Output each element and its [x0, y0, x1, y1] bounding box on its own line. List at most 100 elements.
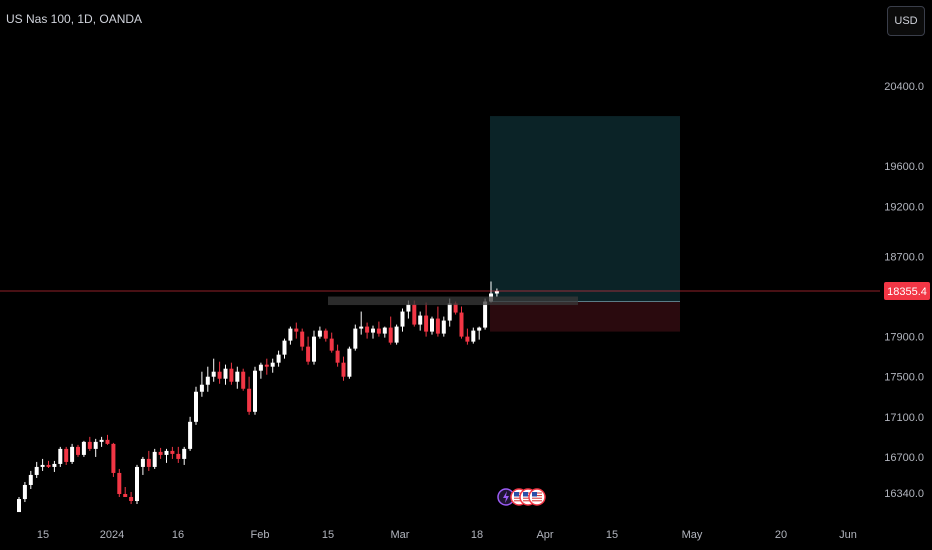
candle — [288, 326, 293, 345]
candle-body — [22, 484, 27, 500]
candle-body — [270, 362, 275, 367]
candle — [22, 481, 27, 503]
candle — [264, 358, 269, 375]
economic-events-row[interactable] — [497, 488, 546, 506]
time-axis[interactable]: 15 2024 16 Feb 15 Mar 18 Apr 15 May 20 Jun — [37, 529, 857, 541]
candle — [306, 336, 311, 365]
candle — [312, 330, 316, 365]
candle — [211, 358, 216, 382]
loss-zone[interactable] — [490, 301, 680, 332]
candle — [235, 366, 240, 389]
candle — [194, 386, 198, 425]
current-price-tag — [884, 281, 930, 300]
candle — [129, 491, 134, 505]
candle-body — [17, 499, 21, 513]
price-axis-label: 17900.0 — [884, 332, 924, 344]
candle-body — [294, 328, 299, 332]
candle — [158, 447, 163, 459]
candle — [418, 311, 423, 331]
candle — [365, 322, 370, 339]
candle-body — [247, 388, 252, 412]
price-axis-label: 18700.0 — [884, 251, 924, 263]
time-axis-label: Mar — [391, 529, 410, 541]
candle-body — [306, 346, 311, 362]
candle — [300, 328, 305, 351]
price-axis[interactable]: 20400.0 19600.0 19200.0 18700.0 17900.0 17500… — [884, 81, 930, 500]
candle — [270, 358, 275, 373]
candle-body — [111, 443, 116, 473]
candle-body — [477, 327, 482, 331]
candle — [76, 444, 80, 457]
horizontal-zone-box[interactable] — [328, 296, 578, 306]
candle-body — [329, 338, 334, 351]
candle-body — [382, 327, 387, 334]
candlestick-series — [17, 281, 499, 513]
candle — [28, 470, 33, 489]
candle-body — [152, 451, 157, 467]
candle — [105, 434, 110, 445]
candle — [223, 364, 228, 385]
price-axis-label: 19200.0 — [884, 201, 924, 213]
candle — [323, 328, 328, 342]
candle-body — [288, 328, 293, 341]
candle — [477, 326, 482, 340]
candle-body — [81, 441, 86, 455]
candle — [40, 458, 45, 471]
time-axis-label: 15 — [37, 529, 49, 541]
candle — [170, 446, 175, 459]
candle — [152, 448, 157, 469]
candle — [70, 443, 75, 464]
candle-body — [353, 328, 358, 349]
candle-body — [99, 439, 104, 442]
candle — [58, 446, 63, 467]
candle-body — [430, 318, 434, 332]
candle-body — [76, 446, 80, 455]
candle-body — [34, 466, 39, 475]
time-axis-label: 18 — [471, 529, 483, 541]
candle-body — [435, 318, 440, 334]
candle-body — [412, 304, 417, 325]
candle-body — [194, 391, 198, 422]
candle — [441, 316, 446, 337]
candle — [205, 366, 210, 392]
candle — [241, 368, 246, 391]
candle-body — [441, 320, 446, 334]
candle-body — [483, 301, 488, 328]
time-axis-label: May — [682, 529, 703, 541]
candle-body — [359, 326, 364, 329]
candle-body — [453, 303, 458, 313]
flag-canton — [532, 492, 537, 497]
candle-body — [176, 453, 181, 459]
lightning-glyph — [503, 491, 509, 503]
candle-body — [58, 448, 63, 464]
candle-body — [253, 370, 257, 412]
candle-body — [394, 326, 399, 343]
candle — [146, 450, 151, 471]
time-axis-label: Feb — [251, 529, 270, 541]
candle — [81, 440, 86, 457]
candle — [34, 461, 39, 478]
candle — [317, 326, 322, 339]
candle — [276, 350, 281, 367]
candle — [176, 446, 181, 463]
price-axis-label: 17100.0 — [884, 412, 924, 424]
candle — [135, 464, 139, 505]
candle — [99, 436, 104, 447]
profit-zone[interactable] — [490, 116, 680, 302]
candle-body — [424, 315, 429, 332]
long-position-tool[interactable] — [490, 116, 680, 332]
candle — [388, 316, 393, 345]
us-flag-icon[interactable] — [528, 488, 546, 506]
candle-body — [188, 421, 193, 449]
currency-button[interactable]: USD — [887, 6, 925, 36]
candle-body — [229, 368, 234, 382]
candle-body — [264, 364, 269, 367]
candle-body — [471, 330, 476, 342]
candle — [294, 322, 299, 339]
candle — [335, 344, 340, 367]
candle-body — [64, 448, 69, 462]
candle — [64, 446, 69, 465]
candle-body — [223, 368, 228, 379]
time-axis-label: Jun — [839, 529, 857, 541]
